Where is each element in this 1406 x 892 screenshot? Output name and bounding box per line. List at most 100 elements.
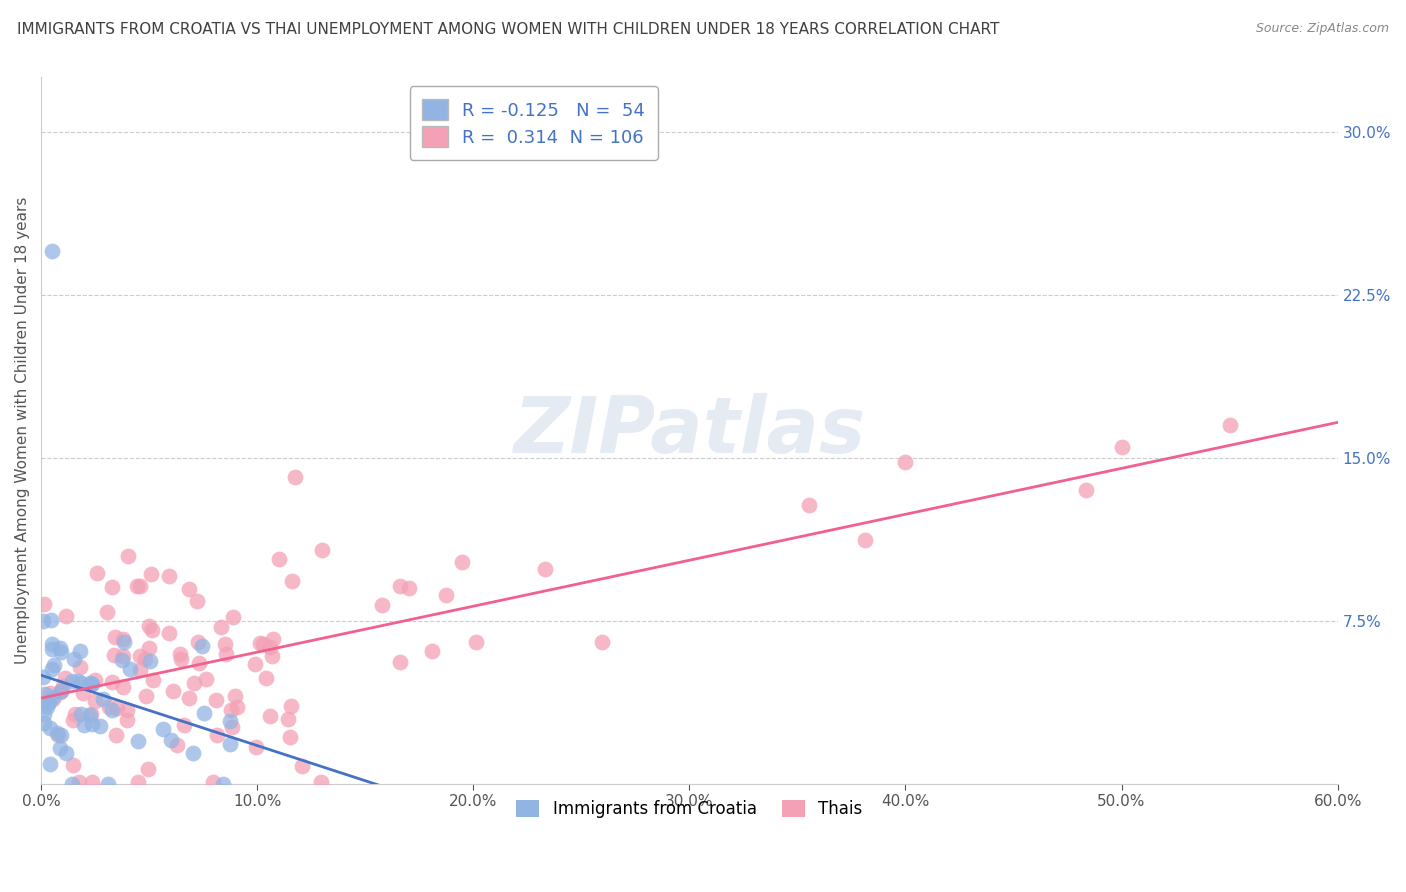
Point <box>212 777 235 791</box>
Point <box>39 721 62 735</box>
Point <box>1219 418 1241 433</box>
Point <box>214 637 236 651</box>
Point <box>79 708 101 723</box>
Point <box>259 708 281 723</box>
Point <box>104 631 127 645</box>
Point <box>169 647 191 661</box>
Point <box>138 641 160 656</box>
Point <box>152 723 174 737</box>
Point <box>591 634 613 648</box>
Point <box>252 637 274 651</box>
Point <box>49 685 72 699</box>
Point <box>309 774 332 789</box>
Point <box>69 660 91 674</box>
Point <box>82 716 104 731</box>
Point <box>166 738 188 752</box>
Point <box>201 774 224 789</box>
Point <box>80 707 103 722</box>
Point <box>219 737 242 751</box>
Point <box>128 663 150 677</box>
Point <box>39 613 62 627</box>
Point <box>79 676 101 690</box>
Point <box>49 683 72 698</box>
Y-axis label: Unemployment Among Women with Children Under 18 years: Unemployment Among Women with Children U… <box>15 197 30 665</box>
Point <box>93 691 115 706</box>
Point <box>254 671 277 685</box>
Point <box>62 758 84 772</box>
Point <box>84 694 107 708</box>
Point <box>157 626 180 640</box>
Point <box>183 676 205 690</box>
Point <box>55 608 77 623</box>
Point <box>249 636 271 650</box>
Point <box>101 674 124 689</box>
Point <box>42 657 65 672</box>
Point <box>49 728 72 742</box>
Point <box>51 644 73 658</box>
Point <box>222 610 245 624</box>
Point <box>32 716 55 731</box>
Point <box>52 679 75 693</box>
Text: IMMIGRANTS FROM CROATIA VS THAI UNEMPLOYMENT AMONG WOMEN WITH CHILDREN UNDER 18 : IMMIGRANTS FROM CROATIA VS THAI UNEMPLOY… <box>17 22 1000 37</box>
Point <box>245 740 267 755</box>
Point <box>105 701 128 715</box>
Point <box>221 703 243 717</box>
Point <box>209 620 232 634</box>
Point <box>277 712 299 726</box>
Point <box>117 549 139 564</box>
Point <box>80 677 103 691</box>
Point <box>465 635 488 649</box>
Point <box>34 687 56 701</box>
Point <box>125 579 148 593</box>
Point <box>63 652 86 666</box>
Point <box>139 567 162 582</box>
Point <box>398 581 420 595</box>
Point <box>83 673 105 688</box>
Point <box>215 647 238 661</box>
Point <box>80 676 103 690</box>
Point <box>534 562 557 576</box>
Point <box>80 774 103 789</box>
Point <box>127 734 149 748</box>
Point <box>69 644 91 658</box>
Legend: Immigrants from Croatia, Thais: Immigrants from Croatia, Thais <box>509 793 869 825</box>
Point <box>34 707 56 722</box>
Point <box>35 700 58 714</box>
Point <box>69 676 91 690</box>
Point <box>243 657 266 671</box>
Point <box>46 728 69 742</box>
Point <box>60 674 83 689</box>
Point <box>62 713 84 727</box>
Point <box>120 661 142 675</box>
Point <box>142 673 165 687</box>
Point <box>177 582 200 597</box>
Point <box>195 672 218 686</box>
Point <box>55 747 77 761</box>
Point <box>112 635 135 649</box>
Point <box>193 706 215 720</box>
Point <box>32 615 55 629</box>
Point <box>111 632 134 646</box>
Point <box>370 598 392 612</box>
Point <box>853 533 876 547</box>
Point <box>67 774 90 789</box>
Point <box>262 649 284 664</box>
Point <box>97 699 120 714</box>
Point <box>187 635 209 649</box>
Point <box>136 762 159 776</box>
Point <box>188 656 211 670</box>
Point <box>96 605 118 619</box>
Point <box>46 726 69 740</box>
Point <box>190 639 212 653</box>
Point <box>894 455 917 469</box>
Point <box>32 670 55 684</box>
Point <box>138 619 160 633</box>
Point <box>115 713 138 727</box>
Point <box>162 684 184 698</box>
Point <box>115 703 138 717</box>
Point <box>49 684 72 698</box>
Point <box>205 693 228 707</box>
Point <box>281 574 304 588</box>
Point <box>38 695 60 709</box>
Point <box>388 656 411 670</box>
